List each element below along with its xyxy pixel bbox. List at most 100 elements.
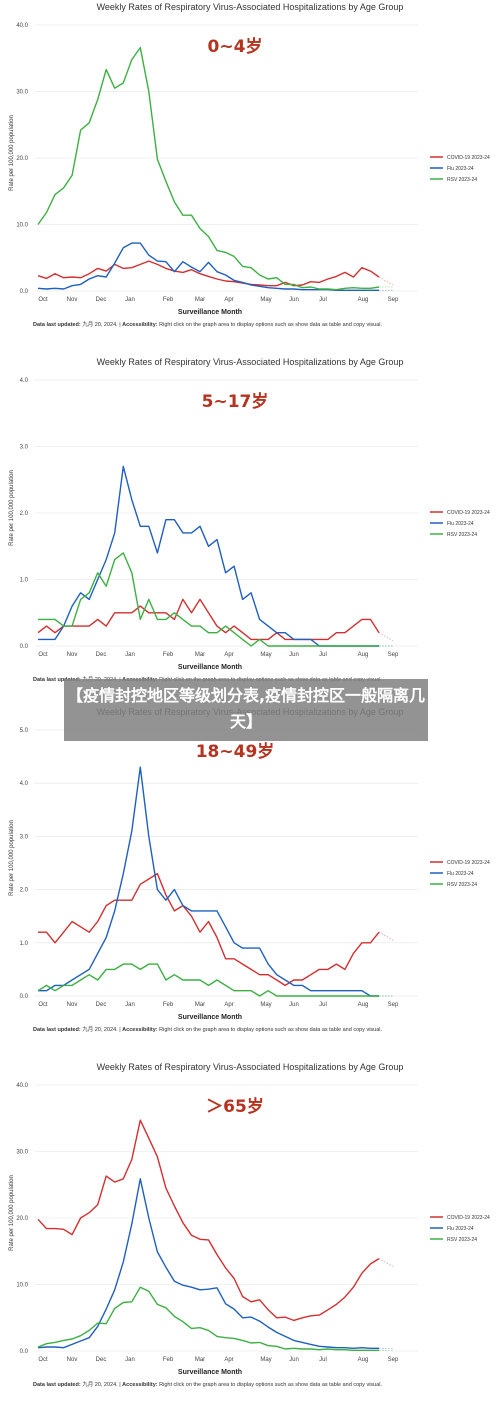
x-axis-label: Surveillance Month: [177, 309, 243, 316]
series-line-flu-2023-24[interactable]: [37, 1178, 379, 1349]
x-tick-label: Sep: [388, 652, 399, 658]
chart-panel: Weekly Rates of Respiratory Virus-Associ…: [0, 1060, 500, 1405]
legend-label: COVID-19 2023-24: [447, 1215, 490, 1221]
legend-label: RSV 2023-24: [447, 882, 477, 888]
series-line-covid-19-2023-24[interactable]: [37, 598, 380, 641]
y-tick-label: 20.0: [16, 1216, 28, 1222]
updated-label: Data last updated:: [33, 1382, 81, 1388]
legend-label: Flu 2023-24: [447, 1226, 474, 1232]
chart-title: Weekly Rates of Respiratory Virus-Associ…: [96, 2, 404, 12]
x-tick-label: Jun: [289, 297, 299, 303]
x-axis-label: Surveillance Month: [177, 1369, 243, 1376]
y-tick-label: 3.0: [20, 834, 29, 840]
x-tick-label: Mar: [195, 652, 205, 658]
y-tick-label: 2.0: [20, 888, 29, 894]
x-tick-label: Nov: [67, 652, 78, 658]
accessibility-value: Right click on the graph area to display…: [157, 322, 383, 328]
series-projection: [378, 931, 394, 941]
legend-label: COVID-19 2023-24: [447, 860, 490, 866]
x-tick-label: Dec: [96, 1002, 107, 1008]
line-chart[interactable]: 0.0 1.0 2.0 3.0 4.0 5.0 Oct Nov Dec Jan Feb Mar Apr M…: [0, 705, 500, 1015]
legend-label: COVID-19 2023-24: [447, 510, 490, 516]
x-tick-label: Jan: [125, 297, 135, 303]
x-tick-label: Aug: [358, 652, 369, 658]
x-tick-label: May: [260, 1357, 271, 1363]
x-tick-label: Jul: [319, 652, 327, 658]
series-line-rsv-2023-24[interactable]: [38, 552, 379, 647]
chart-panel: Weekly Rates of Respiratory Virus-Associ…: [0, 355, 500, 700]
x-tick-label: Sep: [388, 297, 399, 303]
line-chart[interactable]: 0.0 1.0 2.0 3.0 4.0 Oct Nov Dec Jan Feb Mar Apr May J…: [0, 355, 500, 665]
accessibility-label: Accessibility:: [122, 322, 158, 328]
series-line-covid-19-2023-24[interactable]: [38, 872, 380, 987]
x-tick-label: Aug: [358, 297, 369, 303]
x-tick-label: Feb: [163, 652, 174, 658]
x-tick-label: Sep: [388, 1002, 399, 1008]
x-tick-label: Jun: [289, 1357, 299, 1363]
x-tick-label: Jul: [319, 1357, 327, 1363]
y-tick-label: 0.0: [20, 1349, 29, 1355]
updated-value: 九月 20, 2024. |: [80, 322, 123, 328]
x-tick-label: Dec: [96, 1357, 107, 1363]
series-line-flu-2023-24[interactable]: [38, 766, 379, 997]
series-line-flu-2023-24[interactable]: [38, 465, 379, 647]
x-tick-label: Apr: [224, 1002, 233, 1008]
y-tick-label: 20.0: [16, 156, 28, 162]
line-chart[interactable]: 0.0 10.0 20.0 30.0 40.0 Oct Nov Dec Jan Feb Mar Apr…: [0, 1060, 500, 1370]
x-tick-label: Sep: [388, 1357, 399, 1363]
updated-value: 九月 20, 2024. |: [80, 1027, 123, 1033]
accessibility-value: Right click on the graph area to display…: [157, 1027, 383, 1033]
x-tick-label: Nov: [67, 1357, 78, 1363]
x-tick-label: Mar: [195, 1002, 205, 1008]
age-group-label: 0~4岁: [207, 37, 263, 57]
x-tick-label: Oct: [38, 652, 48, 658]
x-tick-label: Nov: [67, 1002, 78, 1008]
x-tick-label: May: [260, 297, 271, 303]
age-group-label: 5~17岁: [201, 392, 269, 412]
overlay-banner: 【疫情封控地区等级划分表,疫情封控区一般隔离几天】: [64, 679, 428, 741]
x-tick-label: Oct: [38, 1357, 48, 1363]
x-tick-label: Feb: [163, 1357, 174, 1363]
x-tick-label: Jan: [125, 1002, 135, 1008]
y-tick-label: 40.0: [16, 1083, 28, 1089]
chart-panel: Weekly Rates of Respiratory Virus-Associ…: [0, 0, 500, 345]
y-tick-label: 30.0: [16, 1150, 28, 1156]
y-tick-label: 40.0: [16, 23, 28, 29]
legend-label: Flu 2023-24: [447, 871, 474, 877]
x-axis-label: Surveillance Month: [177, 1014, 243, 1021]
series-line-rsv-2023-24[interactable]: [37, 46, 380, 291]
x-tick-label: May: [260, 652, 271, 658]
series-projection: [378, 276, 394, 286]
footnote: Data last updated: 九月 20, 2024. | Access…: [33, 1380, 493, 1388]
series-line-covid-19-2023-24[interactable]: [37, 1119, 380, 1322]
line-chart[interactable]: 0.0 10.0 20.0 30.0 40.0 Oct Nov Dec Jan Feb Mar Apr…: [0, 0, 500, 310]
series-line-flu-2023-24[interactable]: [37, 242, 379, 291]
x-tick-label: Dec: [96, 297, 107, 303]
x-tick-label: May: [260, 1002, 271, 1008]
series-line-rsv-2023-24[interactable]: [37, 1286, 379, 1351]
y-tick-label: 30.0: [16, 90, 28, 96]
x-axis-label: Surveillance Month: [177, 664, 243, 671]
y-tick-label: 1.0: [20, 578, 29, 584]
x-tick-label: Jun: [289, 652, 299, 658]
y-tick-label: 0.0: [20, 289, 29, 295]
legend-label: RSV 2023-24: [447, 1237, 477, 1243]
accessibility-label: Accessibility:: [122, 1027, 158, 1033]
legend-label: RSV 2023-24: [447, 532, 477, 538]
legend-label: Flu 2023-24: [447, 166, 474, 172]
x-tick-label: Apr: [224, 297, 233, 303]
x-tick-label: Aug: [358, 1002, 369, 1008]
updated-label: Data last updated:: [33, 677, 81, 683]
series-line-rsv-2023-24[interactable]: [37, 963, 379, 997]
updated-value: 九月 20, 2024. |: [80, 1382, 123, 1388]
updated-label: Data last updated:: [33, 1027, 81, 1033]
x-tick-label: Apr: [224, 652, 233, 658]
x-tick-label: Feb: [163, 297, 174, 303]
y-tick-label: 5.0: [20, 728, 29, 734]
y-tick-label: 4.0: [20, 378, 29, 384]
age-group-label: 18~49岁: [195, 742, 275, 762]
series-line-covid-19-2023-24[interactable]: [37, 260, 380, 287]
y-tick-label: 2.0: [20, 511, 29, 517]
x-tick-label: Nov: [67, 297, 78, 303]
accessibility-value: Right click on the graph area to display…: [157, 1382, 383, 1388]
